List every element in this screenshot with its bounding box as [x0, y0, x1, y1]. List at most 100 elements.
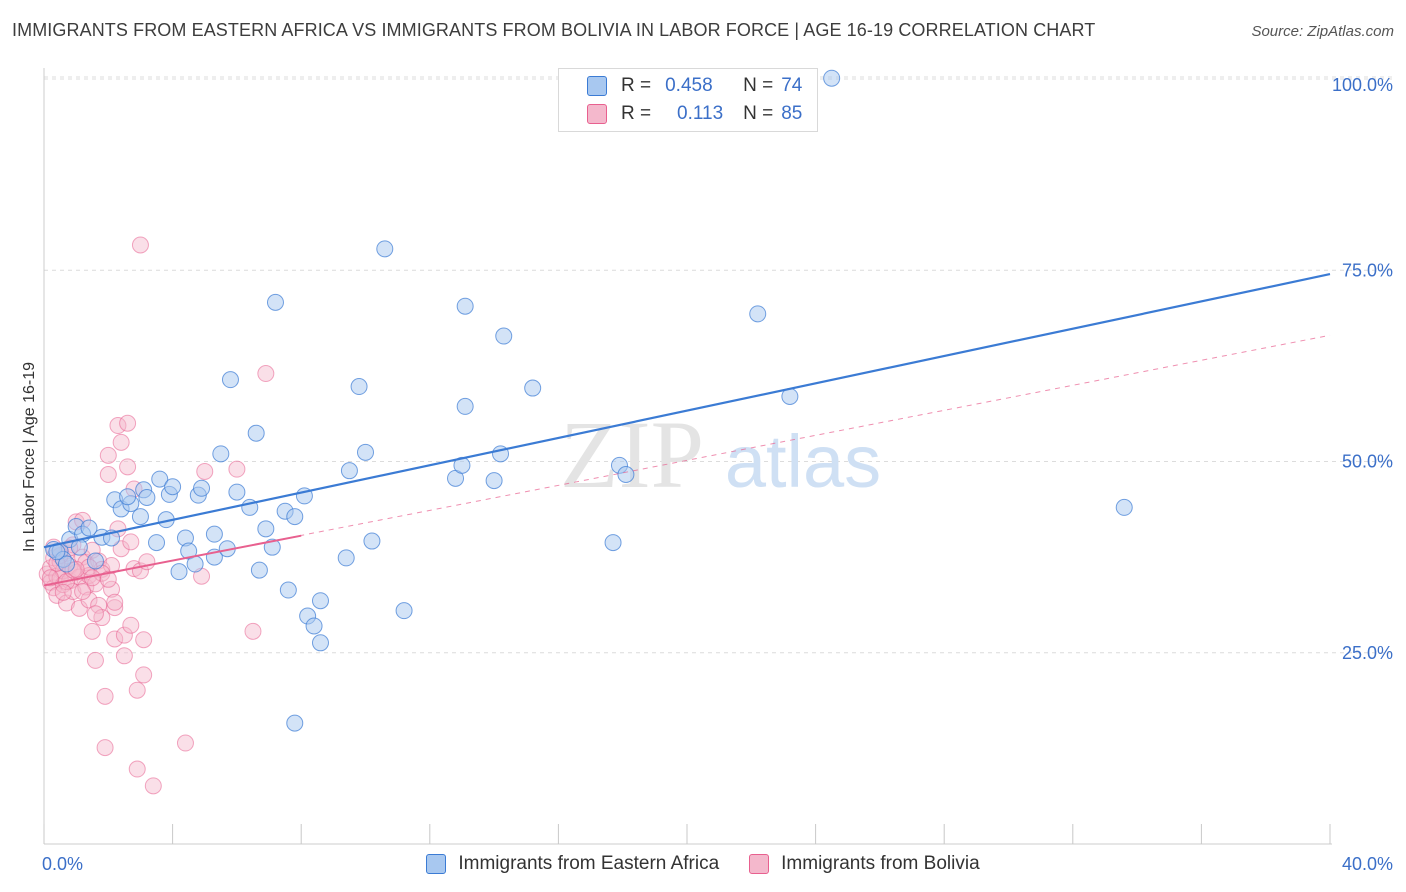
legend-n-value: 74: [781, 75, 803, 96]
eastern-africa-point: [311, 592, 329, 610]
bolivia-point: [131, 236, 149, 254]
eastern-africa-point: [286, 714, 304, 732]
eastern-africa-point: [456, 397, 474, 415]
eastern-africa-point: [337, 549, 355, 567]
eastern-africa-point: [340, 462, 358, 480]
eastern-africa-point: [617, 466, 635, 484]
eastern-africa-point: [193, 479, 211, 497]
bolivia-point: [106, 630, 124, 648]
bolivia-point: [122, 616, 140, 634]
legend-r-value: 0.113: [677, 103, 724, 124]
eastern-africa-point: [350, 378, 368, 396]
bolivia-point: [54, 583, 72, 601]
x-tick-label: 0.0%: [42, 854, 83, 874]
axes: [43, 68, 1332, 845]
bolivia-point: [176, 734, 194, 752]
eastern-africa-point: [263, 538, 281, 556]
bolivia-point: [135, 631, 153, 649]
bolivia-point: [119, 414, 137, 432]
bolivia-point: [83, 622, 101, 640]
series-legend-label: Immigrants from Bolivia: [781, 853, 980, 874]
eastern-africa-point: [80, 519, 98, 537]
bolivia-point: [128, 760, 146, 778]
bolivia-point: [128, 681, 146, 699]
watermark-zip: ZIP: [560, 401, 704, 508]
series-legend-item-eastern-africa[interactable]: Immigrants from Eastern Africa: [426, 853, 719, 875]
eastern-africa-point: [363, 532, 381, 550]
bolivia-point: [112, 540, 130, 558]
eastern-africa-point: [164, 478, 182, 496]
x-tick-label: 40.0%: [1342, 854, 1393, 874]
trend-lines: [43, 272, 1331, 587]
bolivia-point: [106, 599, 124, 617]
eastern-africa-point: [279, 581, 297, 599]
y-axis-label: In Labor Force | Age 16-19: [21, 362, 38, 552]
legend-swatch-blue: [587, 76, 607, 96]
eastern-africa-point: [257, 520, 275, 538]
grid-lines: [44, 76, 1392, 654]
bolivia-point: [70, 599, 88, 617]
eastern-africa-point: [524, 379, 542, 397]
eastern-africa-point: [119, 488, 137, 506]
eastern-africa-point: [376, 240, 394, 258]
legend-r-label: R =: [621, 103, 652, 124]
bolivia-point: [244, 622, 262, 640]
bolivia-point: [99, 466, 117, 484]
bolivia-point: [112, 433, 130, 451]
eastern-africa-point: [138, 488, 156, 506]
eastern-africa-point: [286, 508, 304, 526]
bolivia-point: [99, 446, 117, 464]
series-swatch-pink: [749, 854, 770, 874]
legend-n-label: N =: [743, 103, 774, 124]
series-legend-item-bolivia[interactable]: Immigrants from Bolivia: [749, 853, 980, 875]
series-swatch-blue: [426, 854, 447, 874]
bolivia-point: [74, 583, 92, 601]
watermark-atlas: atlas: [725, 420, 881, 503]
bolivia-point: [115, 626, 133, 644]
eastern-africa-point: [151, 470, 169, 488]
legend-swatch-pink: [587, 104, 607, 124]
eastern-africa-point: [749, 305, 767, 323]
eastern-africa-point: [148, 534, 166, 552]
y-tick-label: 25.0%: [1342, 643, 1393, 663]
legend-r-value: 0.458: [665, 75, 713, 96]
eastern-africa-point: [186, 555, 204, 573]
bolivia-point: [257, 365, 275, 383]
bolivia-point: [228, 460, 246, 478]
eastern-africa-point: [247, 424, 265, 442]
bolivia-points: [38, 236, 275, 795]
bolivia-point: [115, 647, 133, 665]
eastern-africa-point: [58, 555, 76, 573]
eastern-africa-point: [131, 508, 149, 526]
legend-r-label: R =: [621, 75, 652, 96]
eastern-africa-point: [485, 472, 503, 490]
bolivia-point: [86, 605, 104, 623]
eastern-africa-point: [266, 293, 284, 311]
bolivia-point: [86, 651, 104, 669]
bolivia-point: [119, 458, 137, 476]
bolivia-point: [80, 591, 98, 609]
eastern-africa-point: [823, 69, 841, 87]
bolivia-trend-extension: [43, 334, 1331, 586]
bolivia-point: [103, 580, 121, 598]
y-tick-label: 75.0%: [1342, 260, 1393, 280]
bolivia-point: [144, 777, 162, 795]
eastern-africa-point: [86, 552, 104, 570]
eastern-africa-point: [456, 297, 474, 315]
tick-labels: 25.0% 50.0% 75.0% 100.0% 0.0% 40.0%: [42, 75, 1393, 874]
eastern-africa-point: [250, 561, 268, 579]
stats-legend: R = 0.458 N = 74 R = 0.113 N = 85: [558, 68, 818, 132]
bolivia-point: [96, 687, 114, 705]
eastern-africa-point: [305, 617, 323, 635]
bolivia-point: [135, 666, 153, 684]
eastern-africa-point: [604, 534, 622, 552]
eastern-africa-point: [357, 443, 374, 461]
y-tick-label: 100.0%: [1332, 75, 1393, 95]
bolivia-point: [196, 462, 214, 480]
eastern-africa-point: [205, 525, 223, 543]
eastern-africa-point: [1115, 498, 1133, 516]
series-legend-label: Immigrants from Eastern Africa: [458, 853, 720, 874]
bolivia-point: [122, 533, 140, 551]
bolivia-trend-line: [43, 534, 302, 587]
